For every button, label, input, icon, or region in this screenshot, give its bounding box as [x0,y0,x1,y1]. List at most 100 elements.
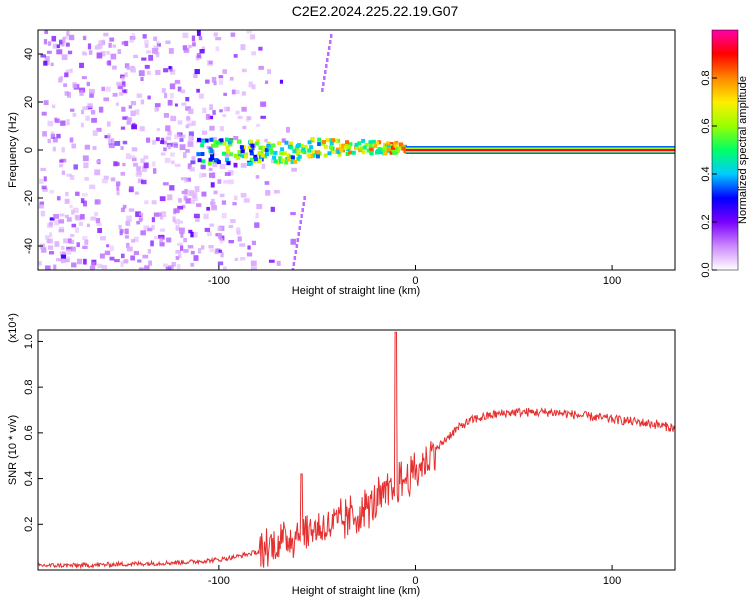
spectrogram-cell [89,91,94,98]
spectrogram-cell [239,256,246,261]
spectrogram-cell [163,113,170,118]
spectrogram-cell [240,163,247,168]
spectrogram-cell [188,135,193,142]
spectrogram-cell [130,100,137,106]
spectrogram-cell [112,92,118,97]
spectrogram-cell [65,191,69,197]
spectrogram-cell [216,160,221,165]
spectrogram-cell [122,140,128,145]
spectrogram-cell [241,91,246,96]
spectrogram-cell [90,216,97,221]
spectrogram-cell [184,178,189,183]
spectrogram-cell [53,264,57,270]
x-tick-label: 100 [603,575,621,587]
spectrogram-cell [143,155,149,160]
spectrogram-cell [159,196,166,202]
spectrogram-cell [106,244,110,248]
spectrogram-cell [66,249,72,255]
spectrogram-cell [198,36,203,41]
spectrogram-cell [89,265,96,270]
spectrogram-cell [343,145,348,150]
spectrogram-cell [193,213,200,219]
spectrogram-cell [177,242,183,246]
spectrogram-cell [366,148,371,153]
spectrogram-cell [160,152,166,156]
spectrogram-cell [99,253,105,259]
spectrogram-cell [89,184,96,190]
spectrogram-cell [126,220,131,226]
spectrogram-cell [120,253,125,259]
spectrogram-cell [62,37,66,43]
spectrogram-cell [54,118,60,123]
spectrogram-cell [382,151,387,156]
spectrogram-cell [178,253,182,259]
spectrogram-cell [152,168,157,174]
spectrogram-cell [122,204,127,209]
spectrogram-cell [96,223,102,227]
spectrogram-cell [61,41,65,47]
spectrogram-cell [289,141,294,146]
spectrogram-cell [179,220,184,224]
spectrogram-cell [120,146,124,151]
spectrogram-streak [298,226,302,230]
spectrogram-cell [213,80,217,86]
spectrogram-cell [226,149,231,154]
spectrogram-cell [174,163,181,167]
spectrogram-cell [190,250,195,255]
spectrogram-cell [183,47,190,53]
spectrogram-cell [51,104,56,109]
spectrogram-cell [80,122,84,128]
spectrogram-cell [219,126,224,132]
spectrogram-cell [182,45,188,51]
spectrogram-cell [47,238,54,244]
spectrogram-streak [323,76,326,80]
spectrogram-cell [265,80,269,84]
spectrogram-cell [50,131,55,138]
spectrogram-cell [214,143,219,148]
spectrogram-cell [307,148,312,153]
spectrogram-cell [252,159,257,164]
spectrogram-cell [66,217,72,222]
snr-x-ticks: -100 0 100 [208,565,621,587]
spectrogram-cell [212,110,216,115]
spectrogram-cell [209,137,214,142]
spectrogram-cell [276,260,281,266]
spectrogram-cell [334,138,339,143]
spectrogram-cell [265,189,271,196]
spectrogram-cell [210,156,215,161]
spectrogram-cell [81,193,88,197]
spectrogram-cell [181,102,187,106]
spectrogram-cell [345,152,350,157]
spectrogram-cell [94,199,101,205]
spectrogram-cell [174,79,180,84]
spectrogram-cell [209,248,215,253]
spectrogram-cell [136,220,140,225]
spectrogram-cell [258,65,264,70]
spectrogram-cell [330,149,335,154]
spectrogram-cell [125,153,131,160]
spectrogram-cell [116,185,120,191]
spectrogram-cell [85,115,90,121]
spectrogram-x-axis-label: Height of straight line (km) [292,285,420,297]
spectrogram-streak [327,46,331,50]
spectrogram-cell [143,225,150,232]
spectrogram-cell [253,154,258,159]
spectrogram-streak [327,52,330,56]
spectrogram-cell [65,69,69,74]
spectrogram-cell [199,172,203,178]
spectrogram-cell [244,154,249,159]
spectrogram-cell [48,251,55,255]
spectrogram-cell [369,147,374,152]
spectrogram-cell [47,245,54,250]
spectrogram-cell [214,250,219,255]
spectrogram-cell [117,49,122,54]
spectrogram-cell [83,162,89,169]
spectrogram-cell [167,144,172,150]
spectrogram-cell [101,39,105,46]
spectrogram-cell [309,154,314,159]
spectrogram-cell [114,141,121,146]
spectrogram-cell [215,248,221,253]
spectrogram-cell [186,116,190,120]
spectrogram-cell [69,174,75,180]
